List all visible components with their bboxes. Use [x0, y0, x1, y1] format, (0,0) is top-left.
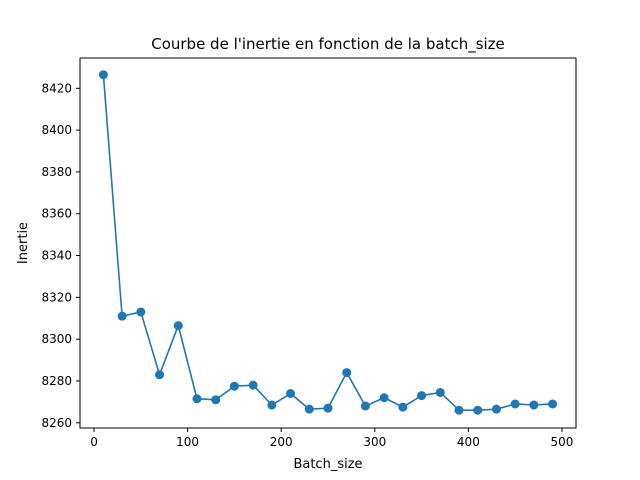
y-axis-ticks: 8260 8280 8300 8320 8340 8360 8380 8400 8420 — [41, 81, 80, 430]
y-tick-label: 8340 — [41, 249, 72, 263]
data-point — [136, 307, 146, 317]
x-tick-label: 500 — [551, 435, 574, 449]
x-axis-ticks: 0 100 200 300 400 500 — [90, 428, 573, 449]
data-point — [173, 321, 183, 331]
x-tick-label: 300 — [363, 435, 386, 449]
x-tick-label: 0 — [90, 435, 98, 449]
data-point — [473, 405, 483, 415]
x-axis-label: Batch_size — [293, 457, 362, 472]
data-point — [454, 405, 464, 415]
data-point — [211, 395, 221, 405]
data-point — [286, 389, 296, 399]
data-point — [155, 370, 165, 380]
y-tick-label: 8260 — [41, 416, 72, 430]
plot-frame — [79, 57, 577, 429]
data-point — [192, 394, 202, 404]
y-tick-label: 8420 — [41, 81, 72, 95]
y-tick-label: 8280 — [41, 374, 72, 388]
data-point — [360, 401, 370, 411]
y-tick-label: 8400 — [41, 123, 72, 137]
y-tick-label: 8300 — [41, 332, 72, 346]
data-point — [529, 400, 539, 410]
data-point — [398, 402, 408, 412]
y-tick-label: 8360 — [41, 207, 72, 221]
data-point — [304, 404, 314, 414]
data-point — [117, 311, 127, 321]
data-point — [342, 368, 352, 378]
y-axis-label: Inertie — [16, 222, 31, 264]
x-tick-label: 100 — [176, 435, 199, 449]
y-tick-label: 8320 — [41, 290, 72, 304]
series-inertia — [98, 70, 558, 415]
data-point — [248, 380, 258, 390]
data-point — [435, 387, 445, 397]
data-point — [267, 400, 277, 410]
chart-title: Courbe de l'inertie en fonction de la ba… — [151, 35, 505, 54]
x-tick-label: 200 — [270, 435, 293, 449]
data-point — [491, 404, 501, 414]
data-point — [323, 403, 333, 413]
x-tick-label: 400 — [457, 435, 480, 449]
y-tick-label: 8380 — [41, 165, 72, 179]
data-point — [548, 399, 558, 409]
data-point — [229, 381, 239, 391]
data-point — [98, 70, 108, 80]
plot-area — [80, 58, 576, 428]
data-point — [417, 391, 427, 401]
data-point — [510, 399, 520, 409]
data-point — [379, 393, 389, 403]
